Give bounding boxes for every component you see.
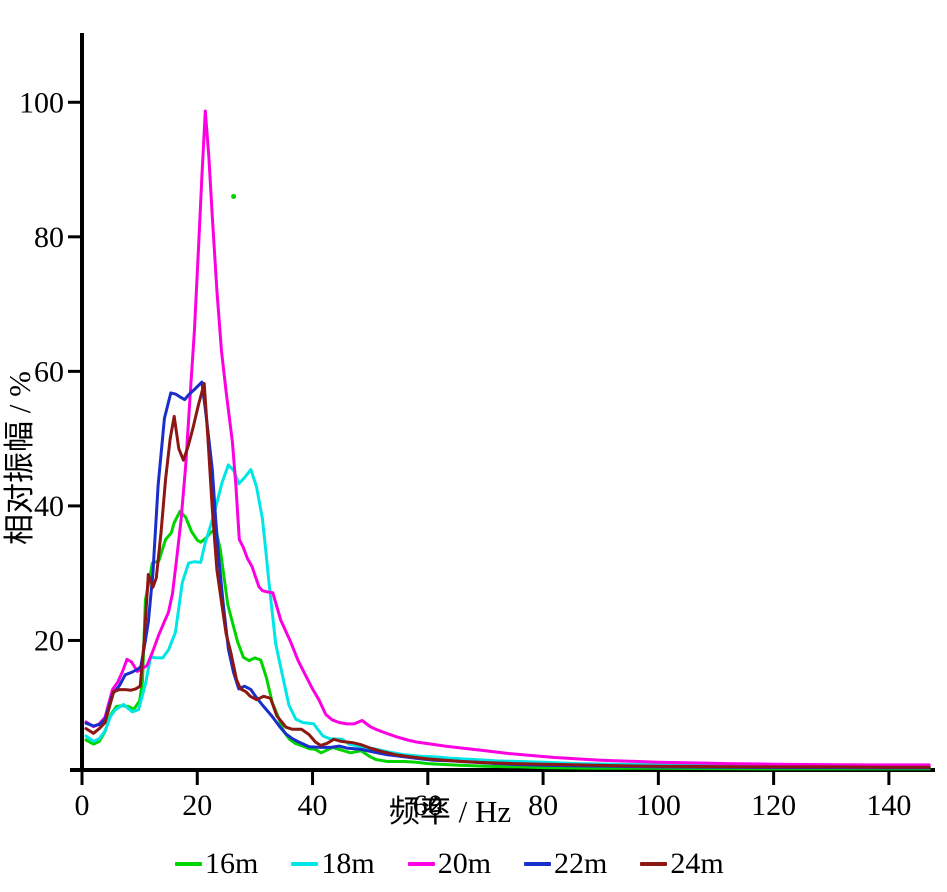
x-tick-label: 60 — [413, 789, 443, 822]
x-tick-label: 20 — [182, 789, 212, 822]
y-tick-label: 40 — [34, 490, 64, 523]
x-tick-label: 0 — [75, 789, 90, 822]
y-axis-title: 相对振幅 / % — [2, 371, 37, 545]
chart-annotations — [231, 193, 237, 199]
series-line-20m — [84, 109, 931, 767]
series-line-24m — [84, 382, 931, 769]
y-tick-label: 100 — [19, 86, 64, 119]
legend-item-16m: 16m — [175, 849, 258, 879]
legend-swatch-16m — [175, 862, 202, 866]
legend-label-22m: 22m — [554, 847, 608, 880]
legend-swatch-24m — [640, 862, 668, 866]
x-tick-label: 120 — [751, 789, 796, 822]
chart-legend: 16m 18m 20m 22m 24m — [175, 846, 724, 882]
legend-item-18m: 18m — [291, 847, 375, 880]
legend-item-22m: 22m — [524, 849, 607, 879]
y-tick-label: 60 — [34, 355, 64, 388]
y-tick-label: 80 — [34, 221, 64, 254]
x-tick-label: 140 — [866, 789, 911, 822]
x-tick-label: 80 — [528, 789, 558, 822]
legend-swatch-22m — [524, 862, 552, 866]
legend-item-24m: 24m — [640, 847, 724, 880]
stray-green-dot — [231, 193, 237, 199]
legend-swatch-20m — [407, 862, 435, 866]
legend-label-20m: 20m — [437, 847, 492, 880]
axis-ticks — [68, 100, 891, 785]
legend-label-16m: 16m — [205, 847, 259, 880]
series-line-16m — [84, 509, 931, 771]
legend-label-18m: 18m — [321, 847, 375, 880]
legend-swatch-18m — [291, 862, 319, 866]
series-lines — [84, 109, 931, 771]
y-tick-label: 20 — [34, 624, 64, 657]
legend-item-20m: 20m — [407, 847, 492, 880]
x-axis-title: 频率 / Hz — [389, 794, 511, 829]
x-tick-label: 100 — [636, 789, 681, 822]
legend-label-24m: 24m — [670, 847, 724, 880]
series-line-22m — [84, 380, 931, 770]
x-tick-label: 40 — [298, 789, 328, 822]
axis-tick-labels: 0 20 40 60 80 100 120 140 20 40 60 80 100 — [19, 86, 911, 822]
